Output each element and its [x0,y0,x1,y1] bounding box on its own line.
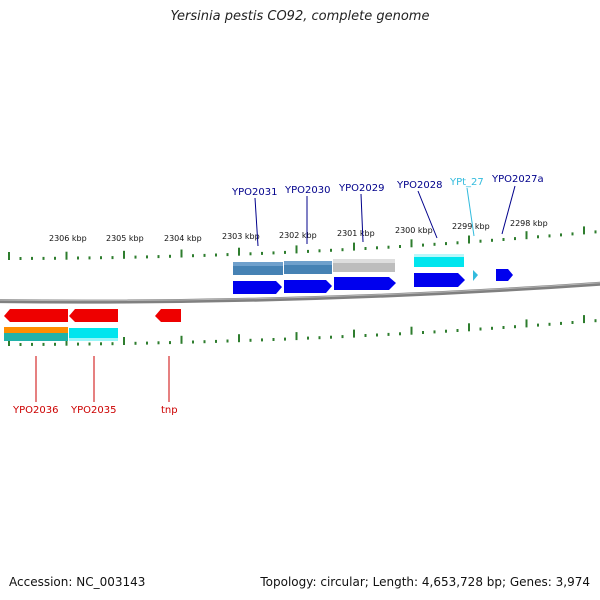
gene-arrow-ypo2027a[interactable] [496,269,513,281]
genome-backbone-highlight [0,282,600,302]
label-leader [466,187,475,237]
cog-bar [4,327,68,333]
ticks-inner [8,315,597,346]
tick-label: 2301 kbp [337,229,375,238]
gene-arrow-ypo2036[interactable] [4,309,68,322]
gene-label[interactable]: YPt_27 [449,177,484,188]
gene-arrow-ypt27[interactable] [473,270,478,281]
gene-label[interactable]: YPO2027a [491,174,544,185]
tick-label: 2299 kbp [452,222,490,231]
cog-bar [69,338,118,341]
map-title: Yersinia pestis CO92, complete genome [170,9,430,24]
gene-label[interactable]: YPO2031 [231,187,277,198]
gene-label[interactable]: YPO2029 [338,183,384,194]
tick-label: 2303 kbp [222,232,260,241]
tick-label: 2302 kbp [279,231,317,240]
label-leader [501,185,516,235]
gene-arrow-ypo2035[interactable] [69,309,118,322]
gene-arrow-ypo2030[interactable] [284,280,332,293]
gene-label[interactable]: YPO2028 [396,180,442,191]
tick-label: 2300 kbp [395,226,433,235]
cog-bar [69,328,118,341]
gene-arrow-ypo2028[interactable] [414,273,465,287]
tick-label: 2305 kbp [106,234,144,243]
gene-label[interactable]: YPO2030 [284,185,330,196]
tick-label: 2298 kbp [510,219,548,228]
gene-label[interactable]: tnp [161,405,178,416]
gene-label[interactable]: YPO2036 [12,405,58,416]
ticks-outer [8,226,597,260]
tick-label: 2304 kbp [164,234,202,243]
cog-bar [284,261,332,265]
gene-label[interactable]: YPO2035 [70,405,116,416]
label-leader [254,197,259,247]
cog-bar [414,256,464,267]
gene-arrow-ypo2029[interactable] [334,277,396,290]
label-leader [360,193,364,243]
cog-bar [333,259,395,263]
genome-summary-text: Topology: circular; Length: 4,653,728 bp… [260,575,590,589]
gene-arrow-ypo2031[interactable] [233,281,282,294]
label-leader [417,190,438,239]
genome-backbone [0,281,600,304]
accession-text: Accession: NC_003143 [9,575,146,589]
cog-bar [414,254,464,257]
cog-bar [233,262,283,266]
cog-bar [4,333,68,341]
gene-arrow-tnp[interactable] [155,309,181,322]
tick-label: 2306 kbp [49,234,87,243]
